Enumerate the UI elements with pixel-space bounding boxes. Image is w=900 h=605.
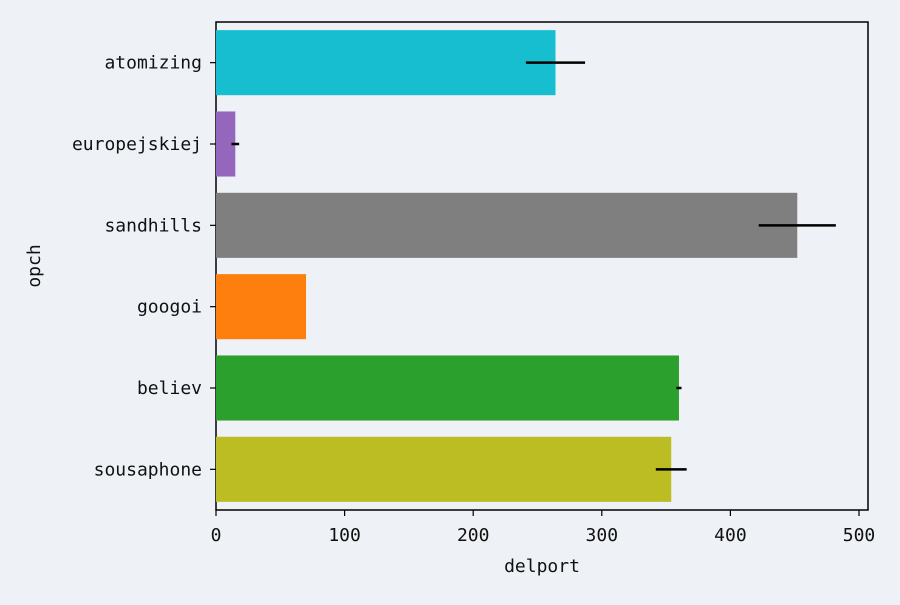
error-bars-layer (231, 61, 836, 471)
bar-atomizing (216, 30, 556, 96)
bar-sandhills (216, 192, 798, 258)
plot-area (215, 21, 869, 511)
y-tick-label: googoi (137, 297, 202, 318)
bar-sousaphone (216, 436, 672, 502)
x-tick-label: 300 (586, 525, 619, 546)
x-axis-label: delport (504, 556, 580, 577)
y-tick-label: atomizing (104, 53, 202, 74)
bar-believ (216, 355, 679, 421)
y-axis: atomizing europejskiej sandhills googoi beli… (72, 53, 216, 480)
y-tick-label: sousaphone (94, 459, 202, 480)
y-axis-label: opch (24, 244, 45, 287)
x-tick-label: 500 (843, 525, 876, 546)
x-tick-label: 0 (211, 525, 222, 546)
y-tick-label: sandhills (104, 215, 202, 236)
y-tick-label: europejskiej (72, 134, 202, 155)
y-tick-label: believ (137, 378, 202, 399)
x-tick-label: 100 (328, 525, 361, 546)
bars-layer (216, 30, 798, 502)
x-tick-label: 400 (714, 525, 747, 546)
x-axis: 0 100 200 300 400 500 (211, 510, 876, 546)
bar-europejskiej (216, 111, 236, 177)
bar-googoi (216, 274, 307, 340)
x-tick-label: 200 (457, 525, 490, 546)
